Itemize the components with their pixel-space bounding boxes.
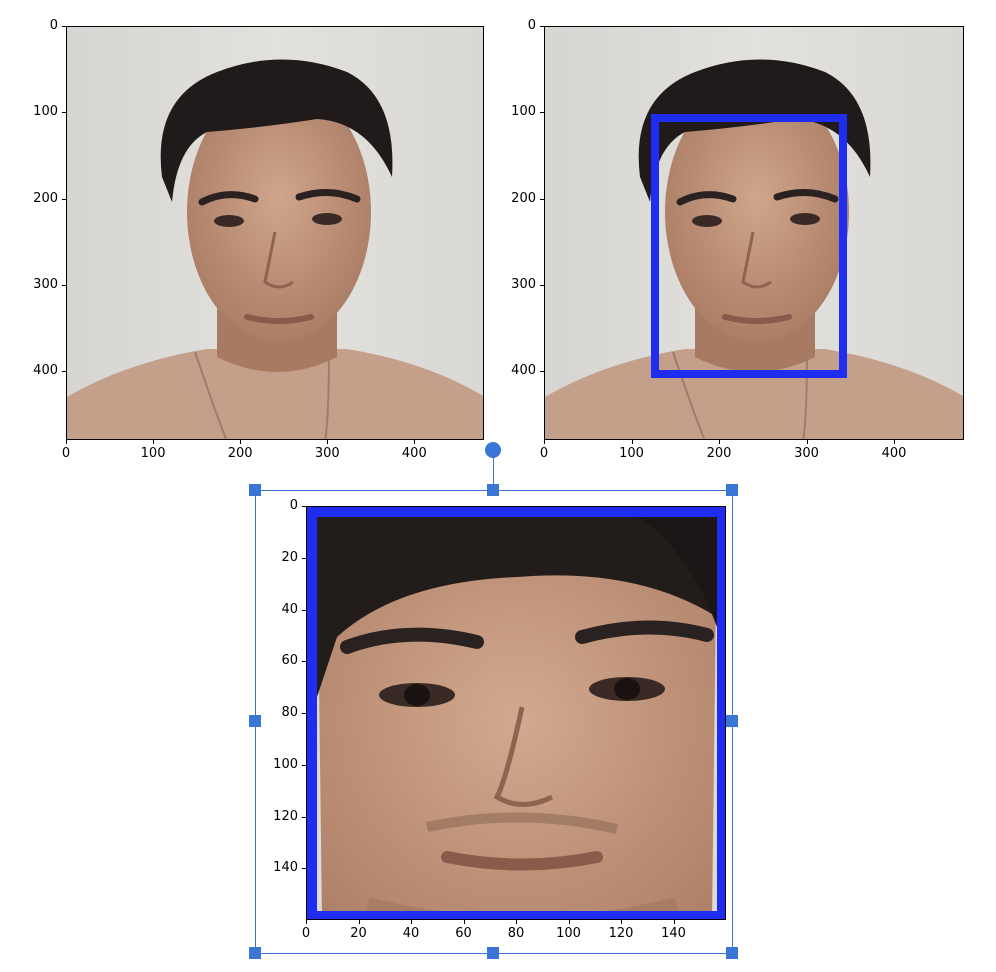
y-tick [302,713,306,714]
y-tick-label: 100 [273,756,298,772]
x-tick [568,920,570,924]
y-tick [302,609,306,611]
y-tick-label: 0 [49,18,58,33]
y-tick-label: 40 [281,601,298,617]
x-tick-label: 200 [227,446,253,461]
face-photo-graphic [67,27,483,439]
y-tick-label: 20 [281,549,298,565]
x-tick-label: 400 [881,446,907,461]
y-tick-label: 100 [33,104,58,120]
x-tick [544,440,545,444]
rotation-stem [493,450,494,490]
face-photo-graphic-2 [545,27,963,439]
x-tick [240,440,242,444]
resize-handle-middle-right[interactable] [726,715,738,727]
x-tick-label: 100 [556,926,581,941]
x-tick [414,440,416,444]
resize-handle-top-center[interactable] [487,484,499,496]
x-tick [673,920,675,924]
x-tick [327,440,329,444]
y-tick-label: 120 [273,808,298,824]
x-tick [621,920,622,924]
x-tick-label: 0 [539,446,549,461]
y-tick [302,764,306,766]
rotate-handle[interactable] [485,442,501,458]
original-photo [66,26,484,440]
y-tick [62,112,66,114]
detected-face-plot: 0 100 200 300 400 0 100 200 300 400 [478,0,996,470]
y-tick-label: 60 [281,653,298,669]
y-tick-label: 0 [289,498,298,513]
resize-handle-top-left[interactable] [249,484,261,496]
x-tick [306,920,307,924]
y-tick [62,371,66,372]
y-tick-label: 100 [511,104,536,120]
x-tick-label: 40 [402,926,420,941]
y-tick [62,198,66,200]
y-tick-label: 200 [33,190,58,206]
y-tick [540,198,544,200]
x-tick [66,440,67,444]
y-tick-label: 400 [511,363,536,378]
resize-handle-middle-left[interactable] [249,715,261,727]
y-tick [62,284,66,286]
original-image-plot: 0 100 200 300 400 0 100 200 300 400 [0,0,490,470]
y-tick [540,371,544,372]
y-tick-label: 300 [33,276,58,292]
x-tick-label: 60 [455,926,472,941]
y-tick [62,26,66,27]
cropped-face-graphic [307,507,725,919]
y-tick [302,816,306,818]
y-tick [302,557,306,559]
x-tick [358,920,360,924]
x-tick [516,920,517,924]
y-tick-label: 400 [33,363,58,378]
x-tick [631,440,633,444]
x-tick-label: 0 [61,446,71,461]
y-tick-label: 140 [273,860,298,876]
x-tick [463,920,465,924]
x-tick [153,440,155,444]
x-tick-label: 120 [608,926,634,941]
x-tick-label: 140 [661,926,686,941]
x-tick-label: 400 [401,446,427,461]
y-tick-label: 0 [527,18,536,33]
y-tick [540,284,544,286]
y-tick [302,506,306,507]
x-tick-label: 0 [301,926,311,941]
detected-photo [544,26,964,440]
x-tick-label: 80 [507,926,525,941]
y-tick-label: 300 [511,276,536,292]
y-tick-label: 200 [511,190,536,206]
face-detection-box [651,114,847,378]
cropped-face-plot[interactable]: 0 20 40 60 80 100 120 140 0 20 40 60 80 100 120 140 [0,442,996,972]
crop-border [307,507,725,919]
x-tick [411,920,412,924]
x-tick-label: 100 [140,446,166,461]
x-tick-label: 100 [619,446,644,461]
y-tick [540,26,544,27]
resize-handle-bottom-left[interactable] [249,947,261,959]
x-tick [719,440,720,444]
resize-handle-bottom-right[interactable] [726,947,738,959]
x-tick-label: 300 [314,446,340,461]
cropped-photo [306,506,726,920]
x-tick-label: 200 [706,446,732,461]
y-tick [302,868,306,870]
resize-handle-top-right[interactable] [726,484,738,496]
y-tick [302,661,306,663]
x-tick-label: 20 [350,926,367,941]
x-tick [806,440,808,444]
x-tick-label: 300 [794,446,819,461]
resize-handle-bottom-center[interactable] [487,947,499,959]
y-tick-label: 80 [281,705,298,720]
x-tick [894,440,895,444]
y-tick [540,112,544,114]
